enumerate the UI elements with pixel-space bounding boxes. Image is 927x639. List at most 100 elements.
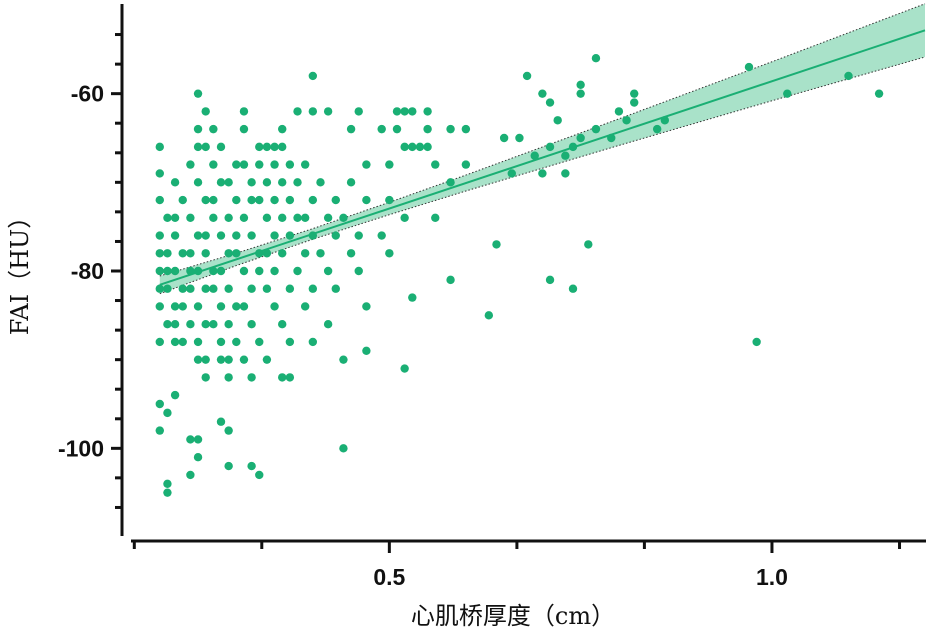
point: [155, 249, 164, 258]
point: [400, 213, 409, 222]
point: [186, 320, 195, 329]
point: [186, 160, 195, 169]
point: [630, 89, 639, 98]
point: [224, 178, 233, 187]
point: [232, 249, 241, 258]
point: [247, 231, 256, 240]
point: [186, 470, 195, 480]
ci-lower-line: [159, 56, 926, 295]
point: [216, 142, 226, 152]
point: [614, 107, 624, 116]
point: [285, 231, 295, 240]
point: [553, 116, 562, 125]
point: [285, 337, 295, 347]
point: [415, 142, 425, 152]
point: [844, 71, 853, 81]
point: [538, 169, 547, 178]
point: [408, 142, 417, 152]
point: [339, 444, 348, 453]
point: [346, 178, 356, 187]
point: [339, 355, 348, 364]
point: [193, 355, 203, 364]
x-axis-title: 心肌桥厚度（cm）: [411, 602, 615, 630]
plot-area: [155, 3, 926, 497]
point: [193, 231, 203, 240]
point: [331, 231, 340, 240]
point: [193, 302, 203, 311]
point: [193, 435, 203, 444]
point: [186, 213, 195, 222]
point: [170, 320, 180, 329]
point: [255, 160, 264, 169]
point: [377, 124, 386, 134]
point: [216, 355, 226, 364]
point: [170, 390, 180, 400]
point: [278, 373, 287, 382]
point: [507, 169, 516, 178]
point: [323, 320, 333, 329]
point: [209, 320, 218, 329]
point: [201, 142, 210, 152]
point: [239, 124, 249, 134]
point: [652, 124, 662, 134]
point: [545, 275, 555, 285]
point: [193, 337, 203, 347]
point: [385, 160, 394, 169]
point: [178, 249, 187, 258]
point: [300, 213, 310, 222]
point: [622, 116, 631, 125]
point: [744, 62, 754, 72]
point: [155, 169, 164, 178]
point: [247, 178, 256, 187]
point: [278, 249, 287, 258]
point: [232, 160, 241, 169]
point: [423, 142, 432, 152]
point: [362, 195, 371, 205]
point: [209, 160, 218, 169]
point: [201, 249, 210, 258]
point: [362, 346, 371, 355]
y-tick-label: -80: [71, 258, 104, 284]
point: [163, 249, 172, 258]
point: [163, 213, 172, 222]
point: [308, 337, 318, 347]
point: [408, 293, 417, 302]
point: [400, 142, 409, 152]
point: [308, 195, 318, 205]
point: [874, 89, 884, 98]
point: [530, 151, 539, 160]
point: [431, 160, 440, 169]
point: [170, 337, 180, 347]
point: [293, 213, 302, 222]
point: [247, 195, 256, 205]
point: [178, 337, 187, 347]
point: [461, 124, 471, 134]
point: [323, 266, 333, 276]
point: [270, 195, 279, 205]
point: [193, 89, 203, 98]
point: [561, 151, 570, 160]
point: [545, 98, 555, 107]
point: [561, 169, 570, 178]
point: [262, 142, 272, 152]
point: [385, 249, 394, 258]
point: [163, 266, 172, 276]
point: [752, 337, 761, 347]
point: [224, 461, 233, 471]
point: [308, 71, 318, 81]
point: [155, 302, 164, 311]
point: [232, 231, 241, 240]
point: [224, 213, 233, 222]
point: [201, 195, 210, 205]
point: [170, 266, 180, 276]
point: [285, 160, 295, 169]
point: [232, 302, 241, 311]
point: [170, 231, 180, 240]
point: [186, 249, 195, 258]
point: [163, 320, 172, 329]
point: [545, 142, 555, 152]
point: [224, 355, 233, 364]
point: [446, 275, 455, 285]
point: [293, 266, 302, 276]
